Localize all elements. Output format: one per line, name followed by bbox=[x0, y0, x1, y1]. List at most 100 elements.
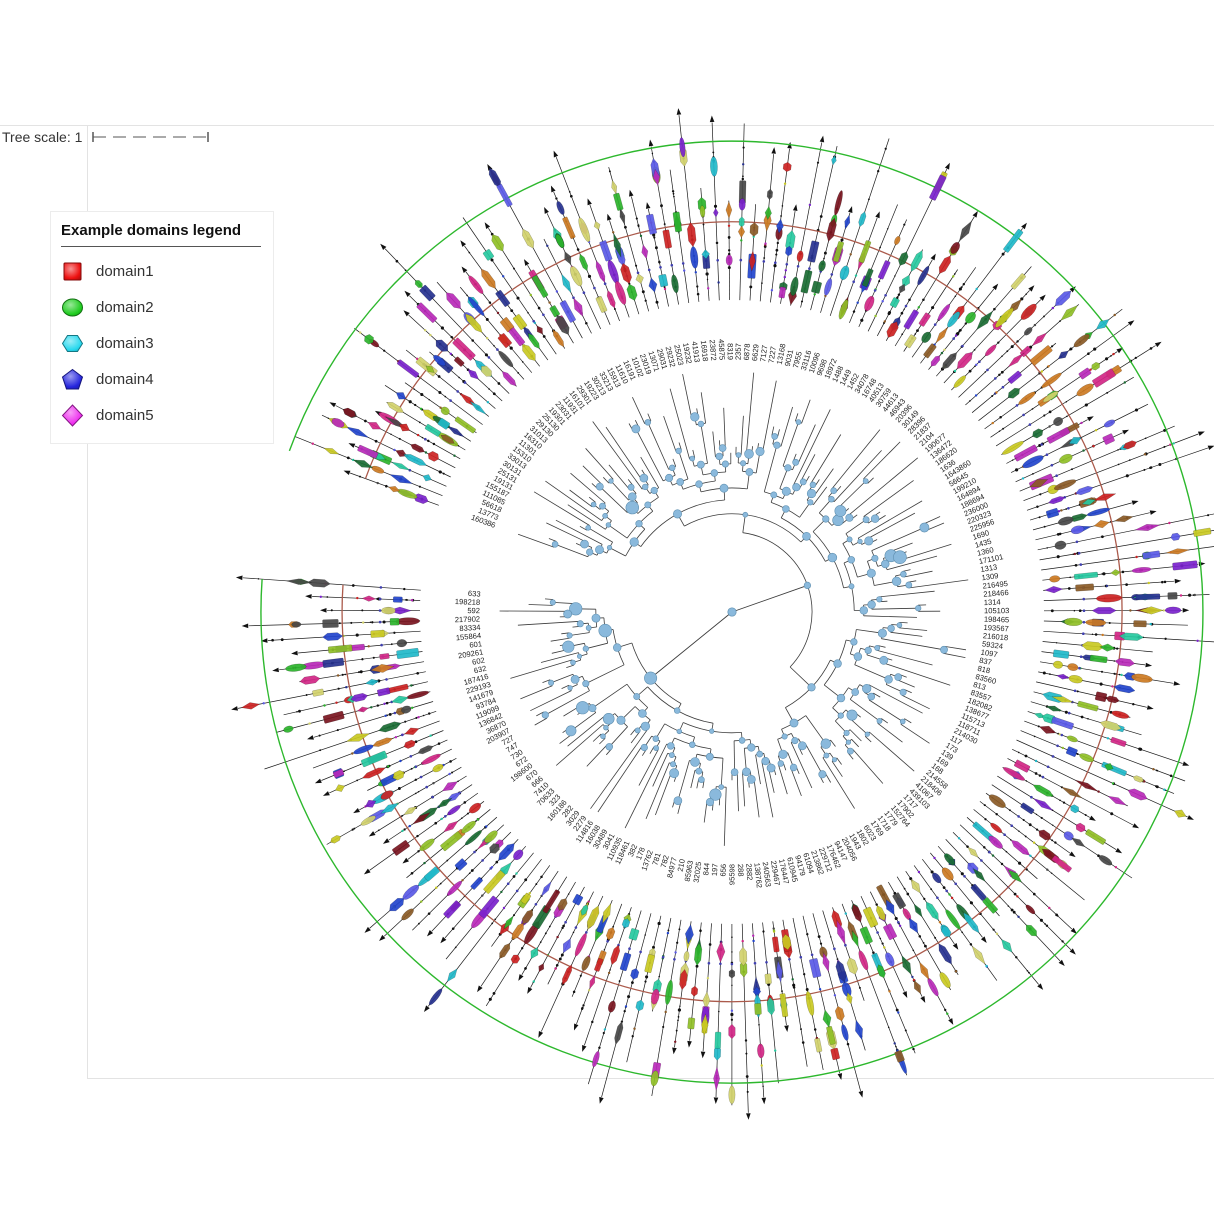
tree-node[interactable] bbox=[876, 718, 883, 724]
domain-shape[interactable] bbox=[862, 268, 874, 287]
domain-shape[interactable] bbox=[360, 814, 377, 827]
domain-shape[interactable] bbox=[646, 213, 657, 235]
tree-node[interactable] bbox=[738, 737, 746, 744]
domain-shape[interactable] bbox=[701, 1013, 709, 1037]
tree-node[interactable] bbox=[633, 693, 641, 700]
domain-shape[interactable] bbox=[728, 1023, 736, 1040]
leaf-labels[interactable]: 6331982185922179028333415586460120926160… bbox=[455, 339, 1010, 889]
domain-shape[interactable] bbox=[714, 1031, 722, 1049]
domain-shape[interactable] bbox=[1089, 654, 1108, 664]
domain-shape[interactable] bbox=[987, 834, 1005, 851]
domain-shape[interactable] bbox=[898, 954, 914, 976]
tree-node[interactable] bbox=[851, 688, 860, 696]
domain-shape[interactable] bbox=[419, 284, 436, 302]
domain-shape[interactable] bbox=[1131, 673, 1153, 684]
tree-node[interactable] bbox=[676, 728, 682, 735]
domain-shape[interactable] bbox=[454, 416, 477, 434]
domain-shape[interactable] bbox=[984, 343, 998, 357]
domain-shape[interactable] bbox=[876, 964, 887, 979]
tree-node[interactable] bbox=[837, 712, 844, 719]
domain-shape[interactable] bbox=[357, 705, 369, 713]
domain-shape[interactable] bbox=[892, 892, 906, 910]
domain-shape[interactable] bbox=[650, 988, 660, 1005]
tree-node[interactable] bbox=[631, 424, 641, 434]
domain-shape[interactable] bbox=[345, 730, 371, 745]
tree-node[interactable] bbox=[599, 502, 606, 510]
domain-shape[interactable] bbox=[982, 897, 998, 914]
domain-shape[interactable] bbox=[323, 445, 340, 456]
tree-node[interactable] bbox=[612, 643, 622, 652]
domain-shape[interactable] bbox=[1031, 427, 1045, 439]
domain-shape[interactable] bbox=[893, 235, 901, 245]
domain-shape[interactable] bbox=[954, 350, 975, 372]
tree-node[interactable] bbox=[867, 692, 876, 701]
domain-shape[interactable] bbox=[1070, 524, 1085, 535]
domain-shape[interactable] bbox=[749, 222, 759, 237]
domain-shape[interactable] bbox=[593, 220, 602, 231]
domain-shape[interactable] bbox=[1068, 674, 1083, 684]
domain-shape[interactable] bbox=[606, 259, 621, 285]
domain-shape[interactable] bbox=[908, 249, 925, 273]
domain-shape[interactable] bbox=[1167, 592, 1178, 600]
leaf-label[interactable]: 23872 bbox=[708, 339, 719, 361]
domain-shape[interactable] bbox=[1006, 351, 1025, 369]
tree-node[interactable] bbox=[781, 486, 791, 496]
domain-shape[interactable] bbox=[1075, 381, 1095, 398]
domain-shape[interactable] bbox=[684, 923, 695, 945]
domain-shape[interactable] bbox=[605, 926, 616, 941]
domain-shape[interactable] bbox=[1111, 709, 1130, 720]
domain-shape[interactable] bbox=[785, 230, 797, 253]
leaf-label[interactable]: 178 bbox=[634, 846, 647, 861]
domain-shape[interactable] bbox=[833, 190, 844, 216]
domain-shape[interactable] bbox=[526, 332, 542, 351]
domain-shape[interactable] bbox=[610, 179, 619, 195]
domain-shape[interactable] bbox=[807, 240, 820, 263]
domain-shape[interactable] bbox=[1057, 515, 1074, 527]
domain-shape[interactable] bbox=[1001, 439, 1025, 456]
domain-shape[interactable] bbox=[1103, 418, 1116, 428]
domain-shape[interactable] bbox=[701, 249, 710, 260]
domain-shape[interactable] bbox=[556, 897, 569, 912]
domain-shape[interactable] bbox=[670, 274, 679, 294]
tree-node[interactable] bbox=[770, 491, 778, 499]
domain-shape[interactable] bbox=[713, 207, 719, 218]
domain-shape[interactable] bbox=[562, 216, 576, 240]
tree-node[interactable] bbox=[595, 482, 604, 491]
tree-node[interactable] bbox=[673, 796, 683, 806]
domain-shape[interactable] bbox=[640, 244, 650, 260]
domain-shape[interactable] bbox=[766, 188, 773, 200]
leaf-label[interactable]: 25023 bbox=[672, 344, 685, 367]
domain-shape[interactable] bbox=[1019, 302, 1039, 322]
leaf-label[interactable]: 592 bbox=[467, 606, 480, 615]
domain-shape[interactable] bbox=[392, 840, 410, 856]
domain-shape[interactable] bbox=[560, 937, 574, 955]
domain-shape[interactable] bbox=[970, 883, 987, 901]
domain-shape[interactable] bbox=[897, 250, 910, 267]
tree-node[interactable] bbox=[782, 505, 790, 513]
example-domains-legend[interactable]: Example domains legend domain1 domain2 dom… bbox=[50, 211, 274, 444]
domain-shape[interactable] bbox=[560, 964, 574, 987]
domain-shape[interactable] bbox=[562, 250, 574, 266]
domain-shape[interactable] bbox=[1091, 607, 1117, 615]
domain-shape[interactable] bbox=[392, 596, 403, 603]
domain-shape[interactable] bbox=[1021, 453, 1045, 470]
domain-shape[interactable] bbox=[436, 796, 454, 811]
tree-node[interactable] bbox=[847, 556, 855, 564]
domain-shape[interactable] bbox=[687, 221, 697, 248]
tree-node[interactable] bbox=[721, 460, 729, 468]
domain-shape[interactable] bbox=[926, 977, 940, 997]
domain-shape[interactable] bbox=[390, 460, 411, 473]
domain-shape[interactable] bbox=[572, 893, 584, 906]
tree-node[interactable] bbox=[915, 605, 922, 612]
domain-shape[interactable] bbox=[416, 302, 438, 323]
domain-shape[interactable] bbox=[1054, 540, 1067, 551]
domain-shape[interactable] bbox=[1067, 663, 1079, 672]
tree-node[interactable] bbox=[830, 487, 838, 495]
domain-shape[interactable] bbox=[1131, 566, 1152, 573]
domain-shape[interactable] bbox=[993, 306, 1015, 329]
domain-shape[interactable] bbox=[728, 968, 736, 979]
domain-shape[interactable] bbox=[916, 265, 931, 286]
domain-shape[interactable] bbox=[963, 310, 977, 325]
domain-shape[interactable] bbox=[454, 356, 465, 367]
leaf-label[interactable]: 8319 bbox=[726, 343, 735, 360]
